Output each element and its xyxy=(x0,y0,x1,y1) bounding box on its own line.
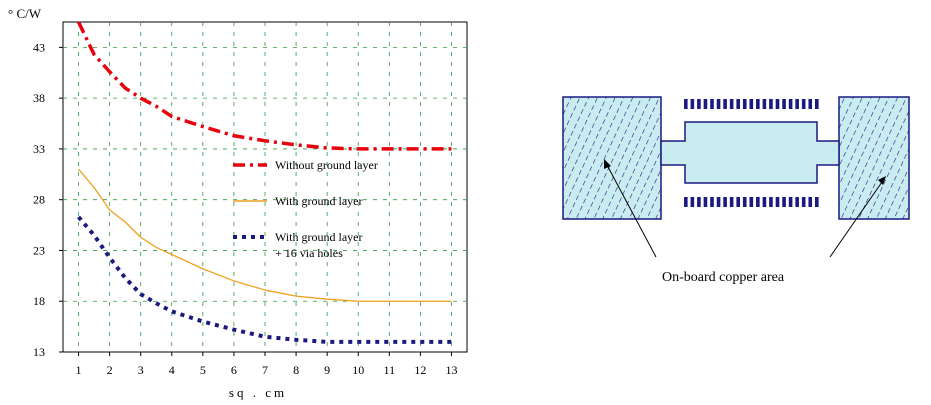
pin xyxy=(742,197,747,207)
pin xyxy=(729,197,734,207)
pin xyxy=(684,99,688,109)
pin xyxy=(690,197,695,207)
pin xyxy=(769,197,773,207)
pin xyxy=(795,99,799,109)
series-layer xyxy=(76,21,452,344)
pin xyxy=(815,197,819,207)
x-tick-label: 9 xyxy=(324,363,330,377)
x-tick-label: 7 xyxy=(262,363,268,377)
pin xyxy=(795,197,799,207)
x-tick-label: 12 xyxy=(414,363,426,377)
legend-label-without-ground: Without ground layer xyxy=(275,158,378,172)
pin xyxy=(801,99,806,109)
series-line-1 xyxy=(76,21,452,151)
pin xyxy=(769,99,773,109)
y-tick-label: 43 xyxy=(33,40,45,54)
pin xyxy=(782,99,786,109)
pin xyxy=(697,197,701,207)
right-copper-pad-hatch xyxy=(839,97,909,219)
callout-arrow-right xyxy=(829,181,883,258)
x-tick-label: 8 xyxy=(293,363,299,377)
callout-arrowhead-right xyxy=(878,176,886,185)
pin xyxy=(710,99,714,109)
callout-arrow-left xyxy=(606,164,657,258)
x-tick-label: 3 xyxy=(138,363,144,377)
x-tick-label: 11 xyxy=(384,363,396,377)
legend-label-with-ground: With ground layer xyxy=(275,194,363,208)
callout-label: On-board copper area xyxy=(662,270,785,285)
copper-area-diagram xyxy=(562,96,910,258)
x-tick-label: 13 xyxy=(445,363,457,377)
y-tick-label: 28 xyxy=(33,193,45,207)
x-tick-label: 4 xyxy=(169,363,175,377)
series-line-3 xyxy=(77,215,452,344)
pin xyxy=(756,197,760,207)
y-tick-label: 38 xyxy=(33,91,45,105)
callout-arrowhead-left xyxy=(604,159,611,169)
pin xyxy=(756,99,760,109)
x-tick-label: 1 xyxy=(76,363,82,377)
pin xyxy=(762,197,767,207)
left-copper-pad-hatch xyxy=(563,97,661,219)
pin xyxy=(808,197,813,207)
pin xyxy=(775,197,780,207)
pin xyxy=(736,99,740,109)
y-tick-label: 33 xyxy=(33,142,45,156)
pin xyxy=(710,197,714,207)
x-axis-label: sq . cm xyxy=(229,385,287,400)
x-tick-label: 6 xyxy=(231,363,237,377)
device-body xyxy=(660,121,840,184)
series-line-2 xyxy=(78,168,452,302)
pin xyxy=(684,197,688,207)
pin xyxy=(782,197,786,207)
y-tick-label: 23 xyxy=(33,243,45,257)
pin xyxy=(815,99,819,109)
y-tick-label: 18 xyxy=(33,294,45,308)
x-tick-label: 10 xyxy=(352,363,364,377)
pin xyxy=(729,99,734,109)
pin xyxy=(742,99,747,109)
grid xyxy=(59,22,467,356)
pin xyxy=(749,197,754,207)
pin xyxy=(723,197,727,207)
y-tick-label: 13 xyxy=(33,345,45,359)
legend: Without ground layer With ground layer W… xyxy=(233,158,378,260)
pin-row-top xyxy=(684,99,819,109)
y-axis-label: ° C/W xyxy=(8,6,42,21)
x-tick-label: 5 xyxy=(200,363,206,377)
x-tick-label: 2 xyxy=(107,363,113,377)
pin xyxy=(788,197,793,207)
pin xyxy=(690,99,695,109)
pin-row-bottom xyxy=(684,197,819,207)
pin xyxy=(736,197,740,207)
legend-label-with-vias-line1: With ground layer xyxy=(275,230,363,244)
pin xyxy=(808,99,813,109)
pin xyxy=(762,99,767,109)
pin xyxy=(749,99,754,109)
pin xyxy=(723,99,727,109)
pin xyxy=(788,99,793,109)
pin xyxy=(716,197,721,207)
legend-label-with-vias-line2: + 16 via holes xyxy=(275,246,343,260)
pin xyxy=(801,197,806,207)
pin xyxy=(697,99,701,109)
pin xyxy=(703,197,708,207)
pin xyxy=(703,99,708,109)
pin xyxy=(775,99,780,109)
pin xyxy=(716,99,721,109)
